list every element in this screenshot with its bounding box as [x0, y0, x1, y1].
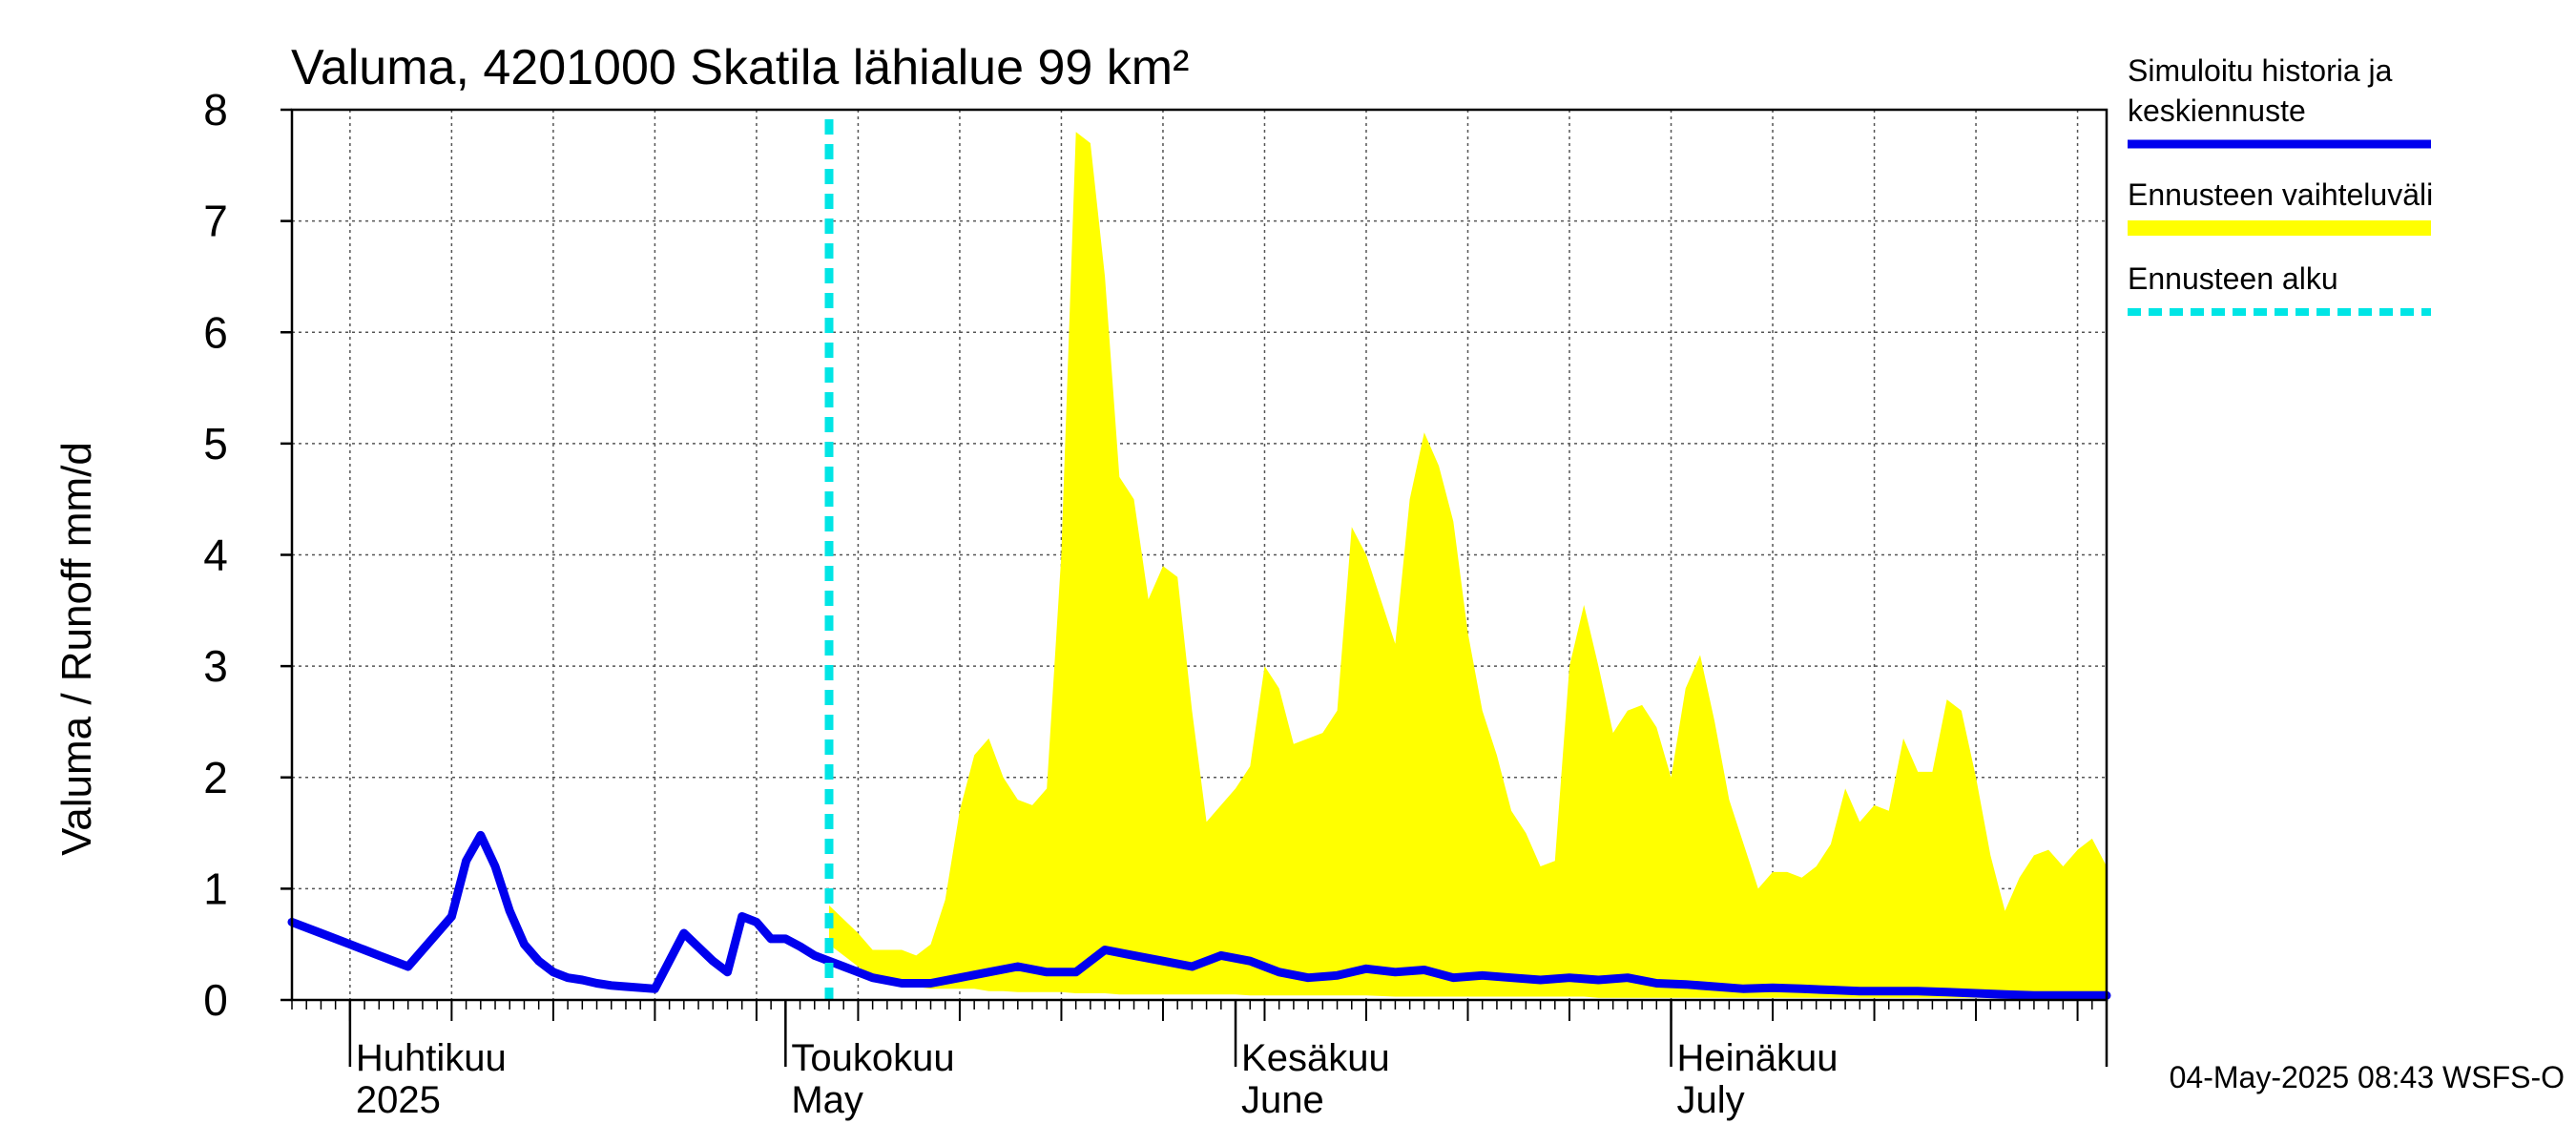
y-tick-label: 4 [203, 531, 228, 580]
y-tick-label: 0 [203, 975, 228, 1025]
y-tick-label: 1 [203, 864, 228, 913]
month-label: Huhtikuu [356, 1037, 507, 1079]
axes [280, 108, 2109, 1067]
y-axis-label: Valuma / Runoff mm/d [53, 442, 100, 856]
chart-title: Valuma, 4201000 Skatila lähialue 99 km² [291, 40, 1189, 95]
y-tick-label: 5 [203, 419, 228, 468]
month-sublabel: July [1677, 1079, 1745, 1121]
forecast-range-area [829, 132, 2107, 998]
timestamp-footer: 04-May-2025 08:43 WSFS-O [2170, 1060, 2565, 1094]
y-tick-label: 7 [203, 197, 228, 246]
month-sublabel: 2025 [356, 1079, 441, 1121]
legend: Simuloitu historia ja keskiennuste Ennuste… [2128, 53, 2433, 316]
simulated-runoff-series [287, 830, 2111, 1000]
forecast-range-band [829, 132, 2107, 998]
y-tick-label: 6 [203, 307, 228, 357]
y-tick-label: 3 [203, 641, 228, 691]
legend-label: Ennusteen alku [2128, 261, 2338, 296]
simulated-runoff-line [287, 830, 2111, 1000]
legend-label: keskiennuste [2128, 94, 2306, 128]
month-label: Toukokuu [791, 1037, 954, 1079]
y-tick-label: 2 [203, 753, 228, 802]
month-sublabel: June [1241, 1079, 1324, 1121]
legend-label: Simuloitu historia ja [2128, 53, 2393, 88]
month-label: Heinäkuu [1677, 1037, 1839, 1079]
y-tick-label: 8 [203, 85, 228, 135]
month-label: Kesäkuu [1241, 1037, 1390, 1079]
legend-label: Ennusteen vaihteluväli [2128, 177, 2433, 212]
month-sublabel: May [791, 1079, 863, 1121]
y-tick-labels: 0 1 2 3 4 5 6 7 8 [203, 85, 228, 1025]
